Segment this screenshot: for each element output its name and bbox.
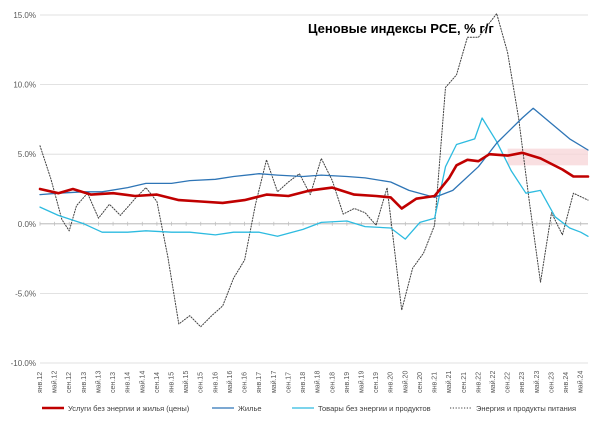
- x-tick-label: сен.14: [154, 372, 161, 393]
- y-tick-label: 5.0%: [18, 150, 36, 159]
- x-tick-label: май.23: [533, 371, 541, 393]
- x-tick-label: янв.23: [519, 372, 526, 393]
- x-tick-label: сен.16: [242, 372, 249, 393]
- x-tick-label: янв.24: [563, 372, 570, 393]
- x-tick-label: май.15: [182, 371, 190, 393]
- x-tick-label: янв.16: [212, 372, 219, 393]
- x-tick-label: янв.21: [432, 372, 439, 393]
- x-tick-label: май.20: [401, 371, 409, 393]
- legend-label: Услуги без энергии и жилья (цены): [68, 404, 190, 413]
- y-tick-label: 15.0%: [13, 11, 36, 20]
- highlight-band: [507, 148, 588, 166]
- x-tick-label: янв.22: [475, 372, 482, 393]
- x-tick-label: янв.19: [344, 372, 351, 393]
- x-tick-label: сен.23: [548, 372, 555, 393]
- highlight-band-layer: [507, 148, 588, 166]
- y-tick-label: 0.0%: [18, 220, 36, 229]
- legend-label: Энергия и продукты питания: [476, 404, 576, 413]
- x-tick-label: янв.15: [169, 372, 176, 393]
- x-tick-label: май.13: [94, 371, 102, 393]
- x-tick-label: янв.14: [125, 372, 132, 393]
- series-line-3: [39, 117, 589, 240]
- x-tick-label: сен.12: [66, 372, 73, 393]
- x-tick-label: янв.17: [256, 372, 263, 393]
- x-tick-label: май.21: [445, 371, 453, 393]
- x-tick-label: янв.13: [81, 372, 88, 393]
- chart-title: Ценовые индексы PCE, % г/г: [308, 21, 494, 36]
- y-tick-label: -5.0%: [15, 289, 36, 298]
- x-tick-label: май.16: [226, 371, 234, 393]
- x-tick-label: май.19: [357, 371, 365, 393]
- x-tick-label: май.18: [314, 371, 322, 393]
- x-tick-label: сен.13: [110, 372, 117, 393]
- x-tick-label: янв.18: [300, 372, 307, 393]
- x-tick-label: май.24: [577, 371, 585, 393]
- axes: 15.0% 10.0% 5.0% 0.0% -5.0% -10.0%янв.12 май.1…: [11, 11, 588, 393]
- x-tick-label: сен.19: [373, 372, 380, 393]
- legend-label: Товары без энергии и продуктов: [318, 404, 431, 413]
- x-tick-label: май.12: [51, 371, 59, 393]
- series-line-2: [39, 107, 589, 199]
- x-tick-label: сен.18: [329, 372, 336, 393]
- x-tick-label: янв.20: [388, 372, 395, 393]
- series-line-4: [39, 13, 589, 328]
- legend: Услуги без энергии и жилья (цены) Жилье То…: [42, 404, 576, 413]
- x-tick-label: май.14: [138, 371, 146, 393]
- x-tick-label: сен.20: [417, 372, 424, 393]
- y-tick-label: -10.0%: [11, 359, 36, 368]
- x-tick-label: сен.17: [285, 372, 292, 393]
- x-tick-label: май.17: [270, 371, 278, 393]
- series-layer: [38, 13, 590, 328]
- x-tick-label: май.22: [489, 371, 497, 393]
- y-tick-label: 10.0%: [13, 81, 36, 90]
- series-line-1: [38, 151, 590, 210]
- x-tick-label: янв.12: [37, 372, 44, 393]
- x-tick-label: сен.22: [505, 372, 512, 393]
- legend-label: Жилье: [238, 404, 262, 413]
- x-tick-label: сен.21: [461, 372, 468, 393]
- x-tick-label: сен.15: [198, 372, 205, 393]
